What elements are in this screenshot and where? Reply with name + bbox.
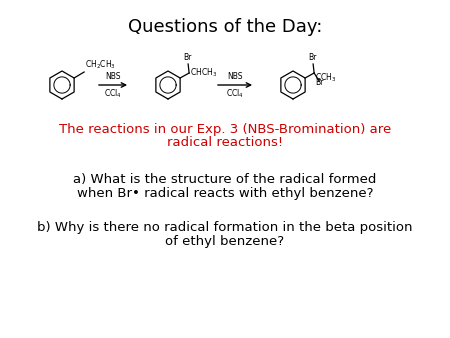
- Text: The reactions in our Exp. 3 (NBS-Bromination) are: The reactions in our Exp. 3 (NBS-Bromina…: [59, 123, 391, 137]
- Text: of ethyl benzene?: of ethyl benzene?: [166, 235, 284, 247]
- Text: NBS: NBS: [105, 72, 121, 81]
- Text: NBS: NBS: [227, 72, 243, 81]
- Text: Br: Br: [315, 78, 324, 87]
- Text: $\mathregular{CCl_4}$: $\mathregular{CCl_4}$: [104, 88, 122, 100]
- Text: CCH$_3$: CCH$_3$: [315, 71, 337, 83]
- Text: $\mathregular{CH_2CH_3}$: $\mathregular{CH_2CH_3}$: [85, 58, 116, 71]
- Text: radical reactions!: radical reactions!: [167, 137, 283, 149]
- Text: CHCH$_3$: CHCH$_3$: [190, 67, 217, 79]
- Text: Questions of the Day:: Questions of the Day:: [128, 18, 322, 36]
- Text: b) Why is there no radical formation in the beta position: b) Why is there no radical formation in …: [37, 221, 413, 235]
- Text: Br: Br: [183, 53, 191, 62]
- Text: $\mathregular{CCl_4}$: $\mathregular{CCl_4}$: [226, 88, 244, 100]
- Text: when Br• radical reacts with ethyl benzene?: when Br• radical reacts with ethyl benze…: [77, 187, 373, 199]
- Text: Br: Br: [308, 53, 316, 62]
- Text: a) What is the structure of the radical formed: a) What is the structure of the radical …: [73, 173, 377, 187]
